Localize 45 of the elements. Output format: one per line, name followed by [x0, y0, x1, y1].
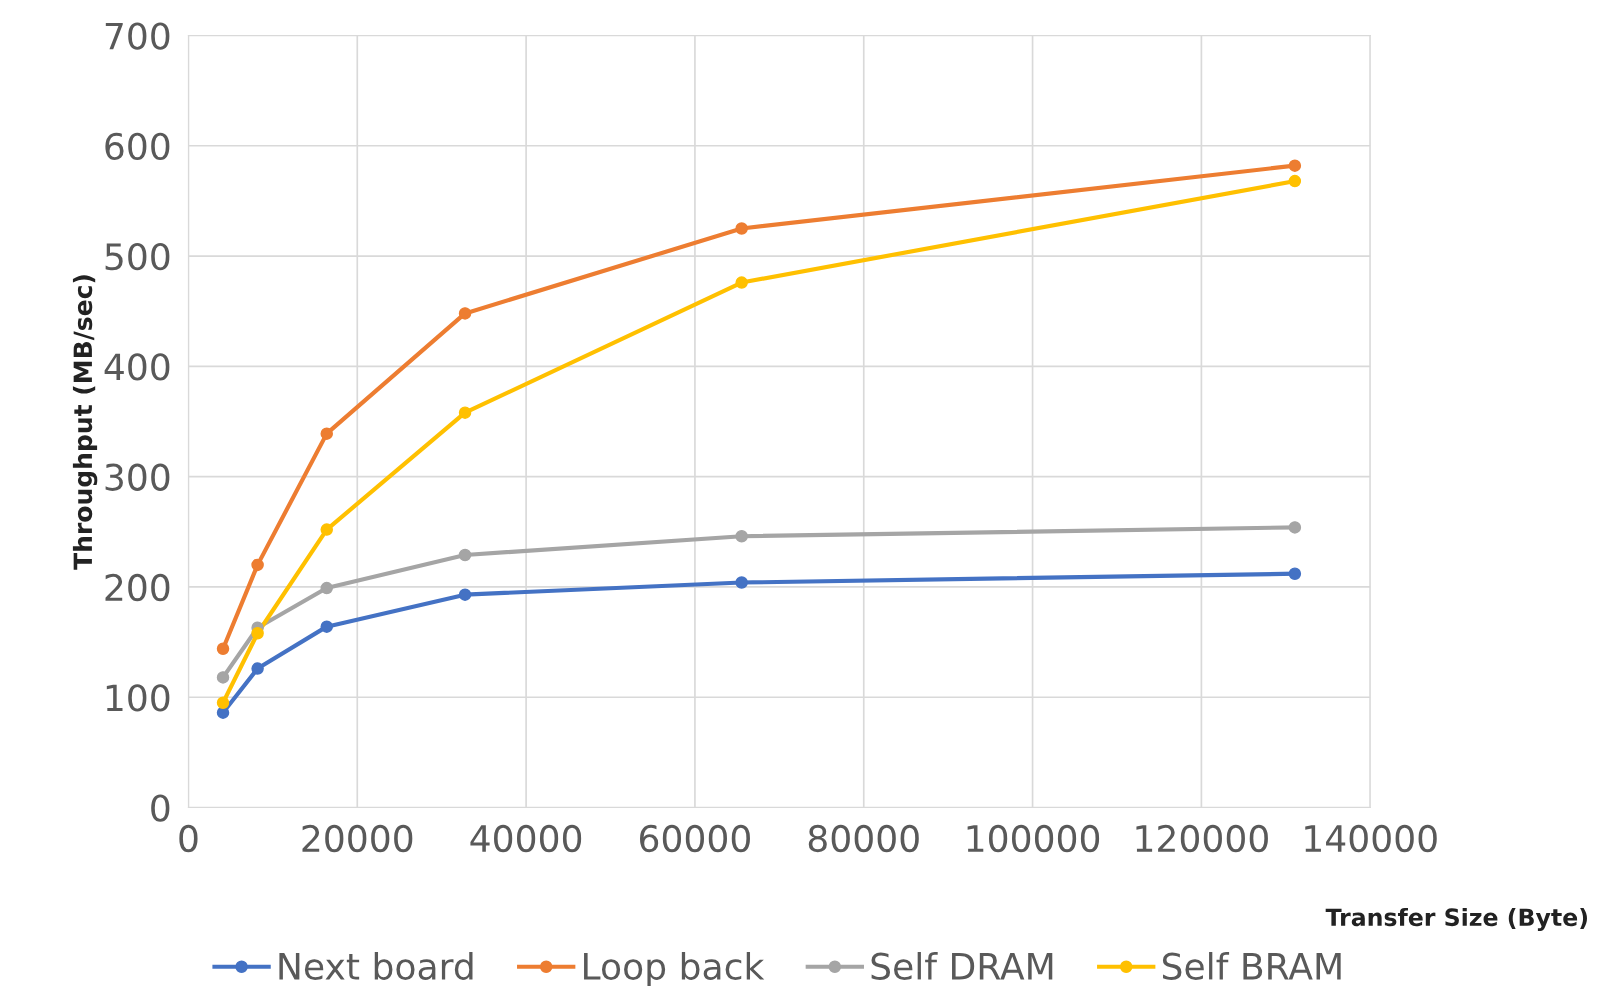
y-axis-title: Throughput (MB/sec): [72, 275, 98, 570]
point: [251, 558, 264, 572]
point: [251, 627, 264, 640]
y-tick-label: 500: [105, 243, 170, 271]
point: [735, 276, 748, 289]
point: [735, 529, 748, 543]
point: [320, 427, 333, 440]
x-tick-label: 120000: [1136, 824, 1268, 853]
point: [1288, 159, 1302, 172]
point: [216, 706, 230, 719]
point: [216, 696, 230, 710]
point: [735, 222, 748, 235]
point: [735, 576, 748, 589]
point: [458, 588, 472, 601]
x-tick-label: 20000: [302, 824, 413, 853]
point: [458, 307, 472, 320]
x-tick-label: 140000: [1305, 824, 1437, 853]
point: [1288, 521, 1302, 534]
legend-label: Self BRAM: [1162, 951, 1341, 980]
point: [1288, 174, 1302, 188]
point: [216, 642, 230, 655]
y-tick-label: 300: [105, 463, 170, 491]
legend-label: Self DRAM: [871, 951, 1053, 980]
legend-label: Next board: [279, 951, 473, 980]
x-axis-title: Transfer Size (Byte): [1325, 907, 1587, 931]
x-tick-label: 60000: [640, 824, 750, 853]
y-tick-label: 100: [106, 684, 170, 712]
y-tick-label: 600: [105, 132, 170, 161]
point: [251, 662, 264, 675]
x-tick-label: 100000: [967, 824, 1100, 853]
point: [458, 406, 472, 419]
x-tick-label: 80000: [808, 824, 919, 853]
y-tick-label: 0: [151, 794, 170, 822]
x-tick-label: 0: [179, 824, 198, 853]
point: [320, 620, 333, 633]
y-tick-label: 700: [105, 22, 170, 50]
point: [216, 671, 230, 684]
y-tick-label: 200: [105, 573, 170, 602]
legend-label: Loop back: [584, 951, 765, 986]
y-tick-label: 400: [104, 353, 170, 381]
x-tick-label: 40000: [470, 824, 582, 853]
point: [458, 548, 472, 562]
point: [320, 581, 333, 595]
point: [320, 523, 333, 536]
point: [1288, 567, 1302, 580]
